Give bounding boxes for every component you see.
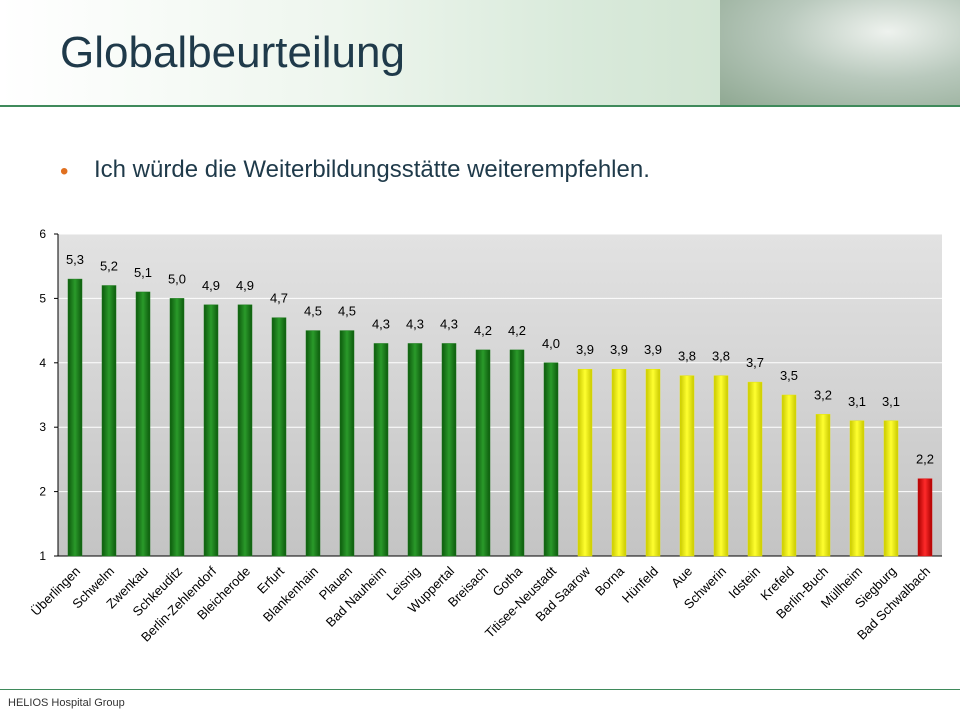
value-labels: 5,3 5,2 5,1 5,0 4,9 4,9 4,7 4,5 4,5 4,3 4,3 4,3 4,2 4… <box>66 252 934 467</box>
value-label: 4,0 <box>542 336 560 351</box>
y-tick-label: 1 <box>39 549 46 563</box>
bar-23 <box>815 414 831 557</box>
value-label: 4,2 <box>508 323 526 338</box>
y-tick-label: 4 <box>39 356 46 370</box>
value-label: 5,2 <box>100 259 118 274</box>
bar-chart: 1 2 3 4 5 6 5,3 5,2 5,1 5,0 4,9 4,9 4,7 4,5 4,5 4,3 4,3… <box>28 227 942 645</box>
footer-text: HELIOS Hospital Group <box>8 697 125 709</box>
category-label: Aue <box>668 564 695 591</box>
value-label: 4,5 <box>304 304 322 319</box>
bullet-text: Ich würde die Weiterbildungsstätte weite… <box>94 156 650 183</box>
bar-19 <box>679 375 695 557</box>
value-label: 3,9 <box>610 342 628 357</box>
value-label: 3,2 <box>814 387 832 402</box>
bar-22 <box>781 394 797 557</box>
value-label: 3,9 <box>576 342 594 357</box>
category-labels: ÜberlingenSchwelmZwenkauSchkeuditzBerlin… <box>28 563 933 645</box>
header-band <box>0 0 960 106</box>
bar-9 <box>339 330 355 557</box>
bar-13 <box>475 349 491 557</box>
bar-24 <box>849 420 865 557</box>
bar-3 <box>135 291 151 557</box>
bar-6 <box>237 304 253 557</box>
category-label: Hünfeld <box>619 564 661 606</box>
bar-12 <box>441 343 457 557</box>
bar-20 <box>713 375 729 557</box>
y-tick-label: 6 <box>39 227 46 241</box>
bar-25 <box>883 420 899 557</box>
y-tick-label: 5 <box>39 291 46 305</box>
value-label: 4,2 <box>474 323 492 338</box>
bar-14 <box>509 349 525 557</box>
header-photo <box>720 0 960 106</box>
value-label: 3,1 <box>848 394 866 409</box>
value-label: 3,1 <box>882 394 900 409</box>
bar-17 <box>611 368 627 557</box>
value-label: 3,7 <box>746 355 764 370</box>
bar-16 <box>577 368 593 557</box>
bar-15 <box>543 362 559 557</box>
footer-divider <box>0 689 960 690</box>
value-label: 3,8 <box>678 349 696 364</box>
bar-5 <box>203 304 219 557</box>
value-label: 2,2 <box>916 452 934 467</box>
plot-area <box>58 234 942 556</box>
value-label: 5,1 <box>134 265 152 280</box>
bar-21 <box>747 381 763 557</box>
bullet-icon: • <box>60 158 69 185</box>
bar-7 <box>271 317 287 557</box>
category-label: Bad Nauheim <box>323 564 389 630</box>
bar-8 <box>305 330 321 557</box>
category-label: Überlingen <box>28 564 83 619</box>
bar-4 <box>169 298 185 557</box>
value-label: 3,9 <box>644 342 662 357</box>
value-label: 4,7 <box>270 291 288 306</box>
value-label: 4,5 <box>338 304 356 319</box>
bar-10 <box>373 343 389 557</box>
y-tick-label: 3 <box>39 420 46 434</box>
bar-18 <box>645 368 661 557</box>
bar-26 <box>917 478 933 557</box>
header-divider <box>0 105 960 107</box>
category-label: Idstein <box>725 564 763 602</box>
value-label: 5,3 <box>66 252 84 267</box>
value-label: 3,5 <box>780 368 798 383</box>
bars <box>67 278 933 557</box>
value-label: 4,9 <box>236 278 254 293</box>
value-label: 4,3 <box>372 316 390 331</box>
bar-1 <box>67 278 83 557</box>
value-label: 3,8 <box>712 349 730 364</box>
bar-11 <box>407 343 423 557</box>
slide-title: Globalbeurteilung <box>60 28 405 77</box>
value-label: 4,9 <box>202 278 220 293</box>
value-label: 4,3 <box>406 316 424 331</box>
value-label: 5,0 <box>168 271 186 286</box>
value-label: 4,3 <box>440 316 458 331</box>
bar-2 <box>101 285 117 557</box>
y-tick-label: 2 <box>39 485 46 499</box>
